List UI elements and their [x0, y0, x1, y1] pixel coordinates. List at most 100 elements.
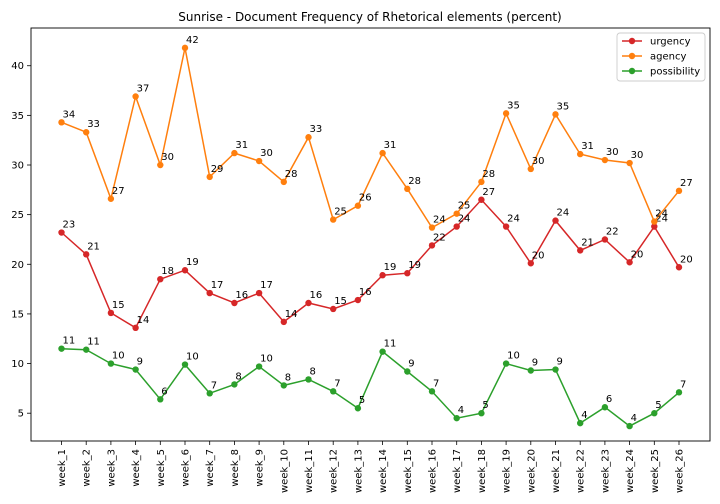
data-label: 21 [87, 241, 100, 252]
x-tick-label: week_19 [502, 449, 513, 493]
data-point [577, 419, 584, 427]
data-point [577, 150, 584, 158]
data-label: 4 [581, 410, 587, 421]
data-label: 5 [482, 400, 488, 411]
x-tick-label: week_26 [675, 449, 686, 493]
x-tick-label: week_20 [526, 449, 537, 493]
data-label: 17 [260, 280, 273, 291]
data-point [379, 272, 386, 279]
data-point [552, 111, 559, 118]
data-label: 10 [112, 351, 125, 362]
data-label: 28 [482, 169, 495, 180]
y-tick-label: 30 [11, 161, 24, 172]
series-urgency: 23 21 15 14 18 19 17 16 17 14 16 15 16 19 19 22 24 27 24 20… [58, 187, 693, 332]
series-line-possibility [61, 347, 680, 427]
data-point [453, 223, 460, 230]
data-label: 25 [458, 201, 471, 212]
data-label: 33 [87, 119, 100, 130]
series-line-agency [61, 47, 680, 229]
data-point [255, 157, 263, 165]
data-point [453, 414, 460, 422]
data-point [305, 376, 312, 383]
x-tick-label: week_8 [230, 449, 241, 487]
data-label: 42 [186, 35, 199, 46]
y-tick-label: 10 [11, 359, 24, 370]
data-point [651, 218, 658, 225]
plot-area-frame [30, 27, 711, 442]
data-point [527, 165, 534, 173]
series-agency: 34 33 27 37 30 42 29 31 30 28 33 25 26 31 28 24 25 28 35 30… [58, 35, 693, 231]
x-tick-label: week_18 [477, 449, 488, 493]
chart-title: Sunrise - Document Frequency of Rhetoric… [178, 10, 561, 24]
x-tick-label: week_16 [428, 449, 439, 493]
data-label: 16 [310, 290, 323, 301]
data-point [675, 264, 683, 271]
data-label: 5 [655, 400, 661, 411]
data-point [527, 260, 534, 267]
data-label: 30 [161, 152, 174, 163]
data-label: 4 [631, 413, 637, 424]
x-tick-label: week_17 [452, 449, 463, 493]
data-label: 33 [310, 124, 323, 135]
data-label: 24 [655, 209, 668, 220]
data-label: 30 [606, 147, 619, 158]
y-tick-label: 25 [11, 210, 24, 221]
data-point [502, 360, 510, 367]
x-tick-label: week_3 [106, 449, 117, 487]
data-label: 10 [186, 352, 199, 363]
data-point [107, 195, 115, 202]
data-label: 10 [507, 351, 520, 362]
data-label: 28 [408, 176, 421, 187]
data-label: 8 [285, 372, 291, 383]
data-label: 22 [606, 226, 619, 237]
data-label: 10 [260, 354, 273, 365]
data-point [157, 161, 164, 169]
series-layer: 23 21 15 14 18 19 17 16 17 14 16 15 16 19 19 22 24 27 24 20… [58, 35, 693, 430]
data-label: 24 [458, 214, 471, 225]
data-point [206, 173, 213, 181]
data-label: 37 [137, 84, 150, 95]
data-point [181, 361, 189, 368]
data-point [404, 270, 411, 277]
x-tick-label: week_13 [353, 449, 364, 493]
data-label: 20 [680, 254, 693, 265]
data-label: 30 [532, 156, 545, 167]
x-tick-label: week_23 [600, 449, 611, 493]
data-label: 24 [507, 214, 520, 225]
data-label: 7 [334, 378, 340, 389]
data-point [305, 134, 312, 141]
data-label: 11 [87, 337, 100, 348]
data-point [132, 366, 139, 373]
data-label: 31 [235, 140, 248, 151]
data-point [58, 345, 65, 352]
data-label: 20 [532, 250, 545, 261]
data-label: 17 [211, 280, 224, 291]
data-point [626, 422, 633, 430]
data-point [651, 410, 658, 417]
data-point [58, 229, 65, 236]
data-point [330, 216, 337, 223]
x-tick-label: week_12 [329, 449, 340, 493]
data-label: 24 [557, 208, 570, 219]
data-point [527, 367, 534, 374]
data-point [478, 410, 485, 417]
data-label: 24 [433, 215, 446, 226]
data-point [58, 119, 65, 126]
data-label: 6 [161, 386, 167, 397]
data-label: 29 [211, 164, 224, 175]
data-point [428, 242, 436, 249]
series-line-urgency [61, 198, 680, 329]
legend-label-urgency: urgency [650, 37, 691, 48]
data-point [601, 236, 609, 243]
data-point [181, 44, 189, 52]
data-label: 30 [260, 148, 273, 159]
data-point [157, 396, 164, 403]
data-label: 11 [63, 336, 76, 347]
x-tick-label: week_24 [625, 449, 636, 493]
data-point [404, 368, 411, 375]
data-label: 7 [433, 378, 439, 389]
data-point [502, 110, 510, 117]
data-point [453, 210, 460, 217]
data-point [428, 388, 436, 395]
data-point [83, 129, 90, 136]
